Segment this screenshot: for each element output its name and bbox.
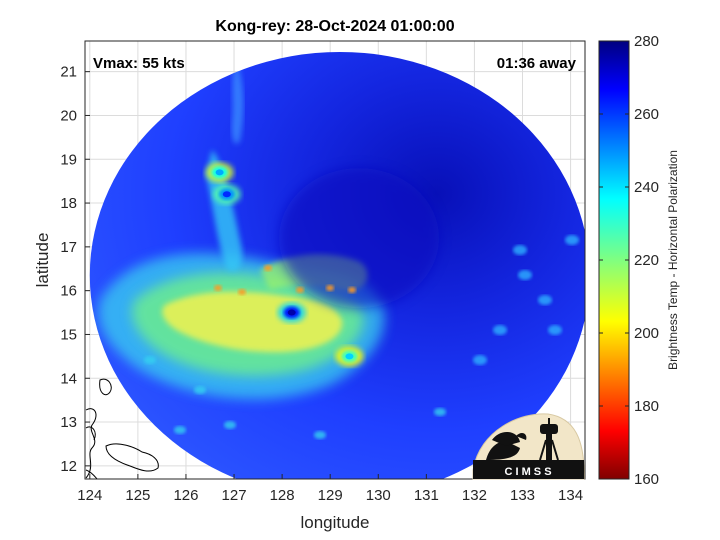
y-tick-label: 15: [60, 326, 77, 343]
convective-cell: [238, 289, 246, 295]
cold-core-center: [287, 309, 296, 316]
colorbar-tick-label: 260: [634, 106, 659, 123]
colorbar: [598, 40, 630, 480]
colorbar-label: Brightness Temp - Horizontal Polarizatio…: [666, 150, 680, 370]
y-tick-label: 14: [60, 370, 77, 387]
colorbar-tick-label: 280: [634, 33, 659, 50]
y-tick-label: 21: [60, 64, 77, 81]
convective-cell: [348, 287, 356, 293]
convective-cell: [214, 285, 222, 291]
x-tick-label: 128: [270, 487, 295, 504]
convective-patch: [144, 356, 156, 364]
warm-region: [279, 168, 440, 309]
x-axis-label: longitude: [300, 513, 369, 532]
cold-core-center: [345, 353, 354, 360]
colorbar-tick-label: 180: [634, 398, 659, 415]
convective-patch: [513, 245, 527, 255]
cimss-logo: C I M S S: [472, 413, 585, 480]
convective-cell: [296, 287, 304, 293]
x-tick-label: 131: [414, 487, 439, 504]
x-tick-label: 126: [173, 487, 198, 504]
x-tick-label: 132: [462, 487, 487, 504]
convective-cell: [264, 265, 272, 271]
x-tick-label: 130: [366, 487, 391, 504]
x-tick-label: 124: [77, 487, 102, 504]
microwave-swath: [89, 51, 585, 479]
colorbar-tick-label: 200: [634, 325, 659, 342]
y-tick-label: 16: [60, 283, 77, 300]
convective-patch: [565, 235, 579, 245]
x-tick-label: 125: [125, 487, 150, 504]
convective-patch: [538, 295, 552, 305]
x-tick-label: 129: [318, 487, 343, 504]
colorbar-tick-label: 240: [634, 179, 659, 196]
x-tick-label: 127: [222, 487, 247, 504]
convective-patch: [473, 355, 487, 365]
y-tick-label: 17: [60, 239, 77, 256]
convective-patch: [493, 325, 507, 335]
y-tick-label: 12: [60, 458, 77, 475]
convective-patch: [314, 431, 326, 439]
convective-patch: [224, 421, 236, 429]
cold-core-center: [215, 169, 224, 176]
coastline: [85, 378, 159, 479]
x-tick-label: 134: [558, 487, 583, 504]
feeder-band-north: [231, 60, 244, 144]
convective-cell: [326, 285, 334, 291]
cimss-logo-text: C I M S S: [504, 466, 551, 478]
convective-patch: [518, 270, 532, 280]
convective-patch: [548, 325, 562, 335]
colorbar-tick-label: 220: [634, 252, 659, 269]
y-axis-ticks: 12 13 14 15 16 17 18 19 20 21: [60, 64, 90, 475]
x-tick-label: 133: [510, 487, 535, 504]
convective-patch: [194, 386, 206, 394]
colorbar-ticks: 160 180 200 220 240 260 280: [599, 33, 659, 488]
y-axis-label: latitude: [33, 233, 52, 288]
y-tick-label: 18: [60, 195, 77, 212]
cold-core-center: [222, 191, 231, 198]
colorbar-tick-label: 160: [634, 471, 659, 488]
convective-patch: [434, 408, 446, 416]
plot-border: [84, 40, 586, 480]
y-tick-label: 13: [60, 414, 77, 431]
y-tick-label: 20: [60, 107, 77, 124]
y-tick-label: 19: [60, 151, 77, 168]
vmax-annotation: Vmax: 55 kts: [93, 55, 185, 72]
chart-title: Kong-rey: 28-Oct-2024 01:00:00: [215, 18, 454, 35]
away-annotation: 01:36 away: [497, 55, 577, 72]
convective-patch: [174, 426, 186, 434]
